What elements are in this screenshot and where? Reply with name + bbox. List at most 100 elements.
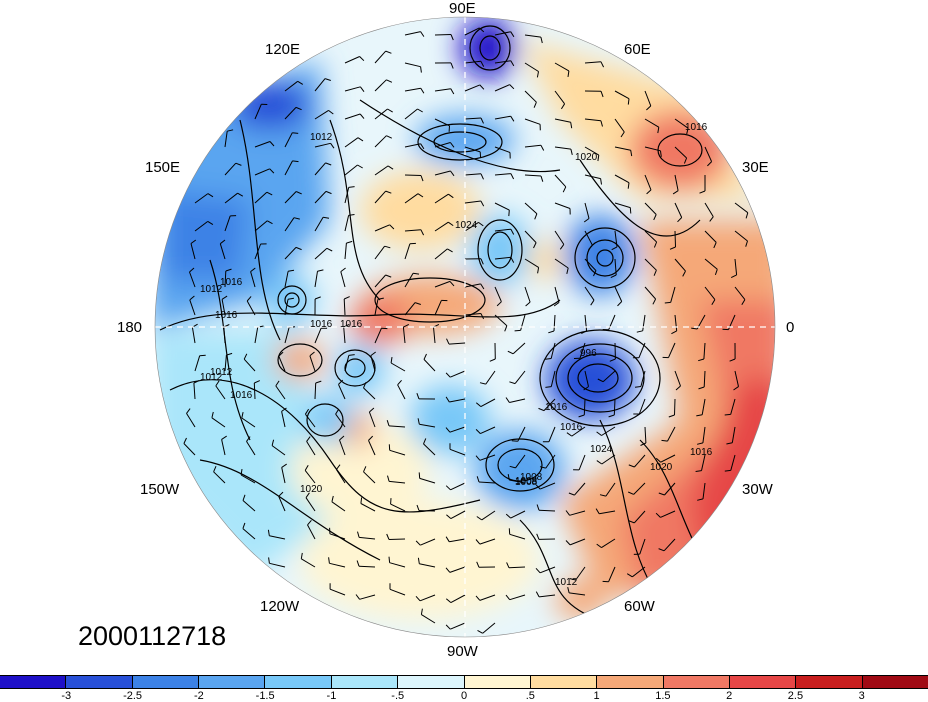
wind-barb-flag bbox=[278, 491, 284, 497]
wind-barb bbox=[390, 503, 406, 512]
wind-barb-flag bbox=[506, 562, 510, 569]
wind-barb-flag bbox=[566, 267, 569, 275]
wind-barb bbox=[374, 224, 390, 232]
colorbar-tick-label: 1 bbox=[593, 690, 600, 702]
wind-barb-flag bbox=[309, 351, 315, 357]
wind-barb bbox=[224, 162, 237, 176]
wind-barb-flag bbox=[359, 86, 365, 92]
colorbar-tick-label: -2.5 bbox=[123, 690, 143, 702]
wind-barb-flag bbox=[646, 189, 652, 195]
wind-barb-flag bbox=[480, 258, 484, 265]
wind-barb bbox=[186, 413, 196, 428]
colorbar-tick-label: -1 bbox=[326, 690, 337, 702]
wind-barb-flag bbox=[357, 137, 364, 142]
wind-barb bbox=[638, 342, 646, 358]
wind-barb-flag bbox=[326, 247, 333, 252]
wind-barb-flag bbox=[479, 84, 485, 90]
wind-barb bbox=[734, 202, 749, 214]
wind-barb bbox=[338, 384, 346, 400]
wind-barb-flag bbox=[420, 66, 422, 73]
wind-barb-flag bbox=[609, 358, 616, 362]
wind-barb-flag bbox=[510, 257, 515, 263]
wind-barb bbox=[271, 445, 286, 456]
wind-barb-flag bbox=[570, 122, 573, 129]
wind-barb bbox=[644, 174, 652, 191]
wind-barb-flag bbox=[397, 379, 402, 386]
wind-barb bbox=[674, 398, 676, 416]
wind-barb-flag bbox=[741, 299, 746, 306]
isobar-contours bbox=[159, 25, 721, 621]
wind-barb bbox=[674, 202, 683, 218]
wind-barb bbox=[464, 84, 480, 92]
colorbar bbox=[0, 675, 928, 689]
wind-barb bbox=[269, 535, 286, 540]
wind-barb-flag bbox=[496, 301, 502, 307]
wind-barb bbox=[668, 342, 676, 358]
wind-barb-flag bbox=[696, 414, 703, 417]
wind-barb bbox=[388, 425, 406, 428]
wind-barb bbox=[221, 439, 226, 456]
wind-barb-flag bbox=[510, 173, 515, 180]
colorbar-segment bbox=[464, 676, 531, 688]
wind-barb bbox=[314, 191, 327, 204]
wind-barb bbox=[368, 411, 376, 428]
wind-barb bbox=[194, 220, 209, 232]
wind-barb bbox=[494, 84, 510, 92]
wind-barb-flag bbox=[733, 386, 739, 391]
wind-barb bbox=[703, 342, 706, 360]
wind-barb-flag bbox=[476, 516, 482, 521]
wind-barb bbox=[219, 243, 226, 260]
wind-barb bbox=[730, 454, 736, 471]
wind-barb bbox=[434, 88, 451, 92]
wind-barb-flag bbox=[535, 484, 541, 490]
colorbar-tick-label: 0 bbox=[460, 690, 468, 702]
wind-barb bbox=[314, 247, 328, 260]
polar-stereographic-map: 1016101210201024100899610161012102010161… bbox=[154, 16, 776, 638]
wind-barb-flag bbox=[445, 427, 451, 433]
wind-barb bbox=[421, 614, 436, 624]
wind-barb-flag bbox=[246, 436, 251, 442]
wind-barb-flag bbox=[617, 301, 623, 307]
wind-barb bbox=[191, 327, 196, 344]
wind-barb-flag bbox=[278, 351, 284, 357]
wind-barb-flag bbox=[600, 61, 605, 68]
wind-barb-flag bbox=[538, 407, 545, 412]
wind-barb bbox=[402, 327, 406, 344]
wind-barb-flag bbox=[509, 84, 515, 90]
wind-barb bbox=[223, 326, 226, 344]
wind-barb bbox=[494, 314, 508, 327]
wind-barb-flag bbox=[269, 141, 275, 147]
wind-barb bbox=[524, 144, 541, 148]
wind-barb bbox=[674, 258, 686, 272]
wind-barb bbox=[241, 417, 256, 428]
contour-label: 1016 bbox=[690, 447, 713, 458]
wind-barb bbox=[450, 594, 466, 604]
wind-barb bbox=[601, 426, 616, 436]
wind-barb-flag bbox=[415, 595, 421, 602]
wind-barb bbox=[584, 230, 593, 246]
wind-barb-flag bbox=[226, 352, 233, 356]
wind-barb-flag bbox=[596, 543, 602, 549]
wind-barb-flag bbox=[215, 380, 220, 387]
wind-barb bbox=[674, 118, 689, 129]
contour-label: 1016 bbox=[560, 422, 583, 433]
wind-barb bbox=[464, 173, 482, 176]
wind-barb-flag bbox=[565, 510, 570, 516]
wind-barb-flag bbox=[629, 207, 632, 214]
wind-barb-flag bbox=[566, 432, 573, 437]
wind-barb-flag bbox=[475, 402, 482, 407]
wind-barb-flag bbox=[335, 408, 340, 415]
wind-barb-flag bbox=[661, 439, 668, 442]
wind-barb bbox=[674, 370, 681, 387]
wind-barb-flag bbox=[331, 495, 334, 502]
wind-barb bbox=[434, 142, 451, 148]
wind-barb-flag bbox=[324, 78, 331, 81]
wind-barb-flag bbox=[507, 474, 510, 481]
wind-barb-flag bbox=[240, 469, 243, 476]
wind-barb bbox=[464, 117, 482, 120]
wind-barb bbox=[664, 482, 676, 496]
wind-barb-flag bbox=[682, 270, 686, 277]
wind-barb-flag bbox=[254, 380, 260, 384]
wind-barb-flag bbox=[478, 27, 485, 33]
wind-barb bbox=[464, 27, 480, 36]
